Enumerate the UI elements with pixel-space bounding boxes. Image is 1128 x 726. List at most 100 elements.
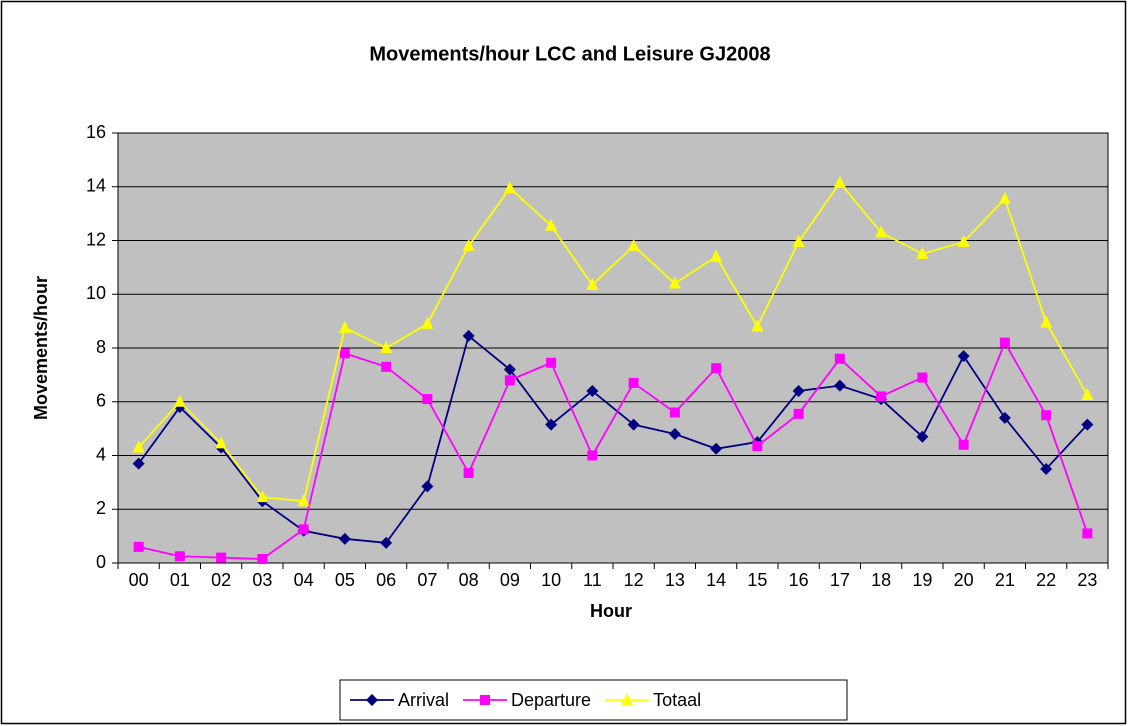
marker	[792, 234, 805, 247]
marker	[1040, 315, 1053, 328]
marker	[215, 436, 228, 449]
marker	[957, 234, 970, 247]
marker	[957, 350, 970, 363]
x-tick-label: 23	[1077, 570, 1097, 590]
marker	[876, 391, 887, 402]
x-tick-label: 01	[170, 570, 190, 590]
marker	[752, 441, 763, 452]
x-tick-label: 12	[624, 570, 644, 590]
y-tick-label: 12	[86, 229, 106, 249]
marker	[668, 428, 681, 440]
marker	[586, 385, 599, 397]
x-tick-label: 08	[459, 570, 479, 590]
y-tick-label: 4	[96, 444, 106, 464]
marker	[833, 379, 846, 392]
series-line	[138, 340, 1089, 560]
x-tick-label: 14	[706, 570, 726, 590]
x-tick-label: 09	[500, 570, 520, 590]
marker	[421, 316, 434, 329]
x-tick-label: 21	[995, 570, 1015, 590]
x-axis-label: Hour	[590, 601, 632, 621]
x-tick-label: 16	[789, 570, 809, 590]
x-tick-label: 22	[1036, 570, 1056, 590]
marker	[751, 319, 764, 332]
marker	[628, 377, 639, 388]
marker	[627, 238, 640, 251]
legend-label: Totaal	[653, 690, 701, 710]
marker	[133, 541, 144, 552]
marker	[132, 457, 145, 470]
y-tick-label: 8	[96, 337, 106, 357]
marker	[338, 320, 351, 333]
marker	[1081, 418, 1094, 431]
marker	[998, 191, 1011, 204]
x-tick-label: 02	[211, 570, 231, 590]
marker	[669, 407, 680, 418]
marker	[792, 385, 805, 397]
marker	[916, 430, 929, 443]
marker	[586, 277, 599, 290]
legend-item: Totaal	[605, 690, 701, 710]
legend-box	[339, 679, 848, 721]
marker	[480, 695, 491, 705]
marker	[998, 411, 1011, 424]
marker	[298, 524, 309, 535]
marker	[132, 440, 145, 453]
marker	[174, 551, 185, 562]
marker	[545, 418, 558, 431]
x-tick-label: 11	[583, 570, 602, 590]
marker	[422, 394, 433, 405]
marker	[916, 246, 929, 259]
x-tick-label: 07	[417, 570, 437, 590]
marker	[1041, 410, 1052, 421]
x-tick-label: 05	[335, 570, 355, 590]
chart-title: Movements/hour LCC and Leisure GJ2008	[369, 43, 770, 65]
marker	[834, 353, 845, 364]
legend-label: Departure	[511, 690, 591, 710]
marker	[462, 329, 475, 342]
marker	[875, 225, 888, 238]
x-tick-label: 18	[871, 570, 891, 590]
x-tick-label: 10	[541, 570, 561, 590]
x-tick-label: 20	[954, 570, 974, 590]
y-tick-label: 10	[86, 283, 106, 303]
x-tick-label: 00	[129, 570, 149, 590]
marker	[503, 181, 516, 194]
y-tick-label: 16	[86, 122, 106, 142]
marker	[462, 238, 475, 251]
y-tick-label: 2	[96, 498, 106, 518]
marker	[958, 439, 969, 450]
legend-item: Departure	[463, 690, 591, 710]
x-tick-label: 04	[294, 570, 314, 590]
marker	[256, 490, 269, 503]
marker	[504, 375, 515, 386]
y-tick-label: 0	[96, 552, 106, 572]
marker	[710, 249, 723, 262]
y-tick-label: 6	[96, 391, 106, 411]
marker	[380, 536, 393, 549]
marker	[546, 357, 557, 368]
marker	[216, 552, 227, 563]
marker	[793, 408, 804, 419]
marker	[463, 467, 474, 478]
x-tick-label: 15	[747, 570, 767, 590]
marker	[421, 480, 434, 493]
series-line	[137, 334, 1089, 544]
x-tick-label: 19	[912, 570, 932, 590]
marker	[545, 218, 558, 231]
marker	[1082, 528, 1093, 539]
marker	[917, 372, 928, 383]
marker	[366, 694, 378, 706]
marker	[1081, 388, 1094, 401]
marker	[711, 363, 722, 374]
marker	[173, 394, 186, 407]
legend-label: Arrival	[398, 690, 449, 710]
marker	[1040, 462, 1053, 475]
marker	[339, 348, 350, 359]
marker	[710, 442, 723, 455]
series-line	[137, 181, 1089, 503]
marker	[297, 494, 310, 507]
y-axis-label: Movements/hour	[31, 276, 51, 420]
x-tick-label: 13	[665, 570, 685, 590]
